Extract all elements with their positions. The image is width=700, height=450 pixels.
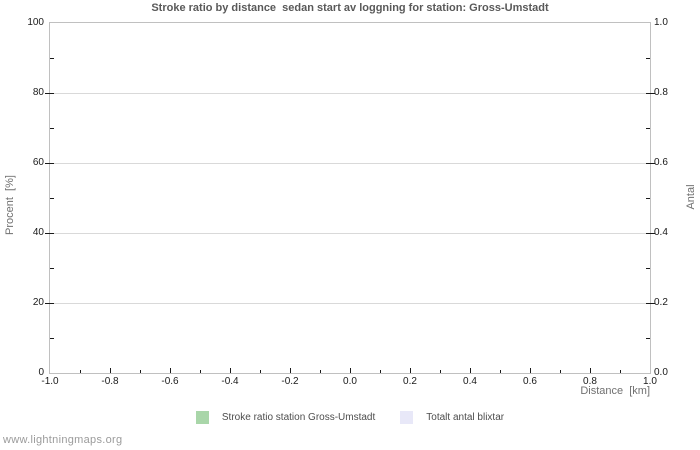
tick-label-bottom: 0.2 bbox=[403, 376, 417, 387]
tick-label-bottom: -1.0 bbox=[41, 376, 59, 387]
tick-bottom-major bbox=[590, 368, 591, 373]
tick-bottom-major bbox=[170, 368, 171, 373]
legend-label-stroke-ratio: Stroke ratio station Gross-Umstadt bbox=[221, 411, 376, 423]
legend-swatch-stroke-ratio bbox=[195, 410, 209, 424]
tick-bottom-minor bbox=[320, 370, 321, 373]
tick-right-minor bbox=[646, 58, 650, 59]
tick-label-left: 20 bbox=[32, 297, 44, 308]
tick-right-major bbox=[646, 303, 655, 304]
gridline-y-60 bbox=[50, 163, 650, 164]
tick-label-left: 60 bbox=[32, 157, 44, 168]
tick-left-major bbox=[45, 163, 54, 164]
tick-label-left: 40 bbox=[32, 227, 44, 238]
tick-bottom-minor bbox=[620, 370, 621, 373]
legend-swatch-total-strokes bbox=[400, 410, 414, 424]
tick-right-minor bbox=[646, 268, 650, 269]
tick-label-bottom: -0.8 bbox=[101, 376, 119, 387]
tick-bottom-major bbox=[110, 368, 111, 373]
tick-right-minor bbox=[646, 128, 650, 129]
tick-left-minor bbox=[50, 338, 54, 339]
tick-bottom-major bbox=[290, 368, 291, 373]
tick-bottom-minor bbox=[260, 370, 261, 373]
tick-label-right: 0.6 bbox=[654, 157, 668, 168]
tick-label-bottom: 0.8 bbox=[583, 376, 597, 387]
tick-left-minor bbox=[50, 198, 54, 199]
legend-label-total-strokes: Totalt antal blixtar bbox=[426, 411, 505, 423]
tick-left-major bbox=[45, 93, 54, 94]
tick-left-minor bbox=[50, 128, 54, 129]
tick-bottom-minor bbox=[560, 370, 561, 373]
tick-bottom-major bbox=[410, 368, 411, 373]
y-axis-right-title: Antal bbox=[685, 184, 697, 210]
tick-bottom-minor bbox=[380, 370, 381, 373]
tick-left-major bbox=[45, 233, 54, 234]
tick-right-major bbox=[646, 93, 655, 94]
tick-label-bottom: 0.4 bbox=[463, 376, 477, 387]
legend: Stroke ratio station Gross-Umstadt Total… bbox=[0, 409, 700, 425]
gridline-y-20 bbox=[50, 303, 650, 304]
watermark-url: www.lightningmaps.org bbox=[3, 434, 123, 446]
tick-label-left: 0 bbox=[38, 367, 44, 378]
tick-label-right: 0.2 bbox=[654, 297, 668, 308]
tick-bottom-major bbox=[530, 368, 531, 373]
tick-label-bottom: 0.6 bbox=[523, 376, 537, 387]
tick-right-major bbox=[646, 163, 655, 164]
tick-bottom-minor bbox=[200, 370, 201, 373]
tick-label-bottom: 1.0 bbox=[643, 376, 657, 387]
tick-label-right: 0.8 bbox=[654, 87, 668, 98]
tick-bottom-minor bbox=[440, 370, 441, 373]
plot-area bbox=[49, 22, 651, 374]
tick-label-right: 1.0 bbox=[654, 17, 668, 28]
x-axis-title: Distance [km] bbox=[580, 385, 650, 397]
tick-label-left: 100 bbox=[27, 17, 44, 28]
tick-left-major bbox=[45, 303, 54, 304]
tick-bottom-minor bbox=[500, 370, 501, 373]
tick-left-minor bbox=[50, 58, 54, 59]
tick-label-bottom: -0.6 bbox=[161, 376, 179, 387]
tick-left-minor bbox=[50, 268, 54, 269]
y-axis-left-title: Procent [%] bbox=[4, 175, 16, 235]
tick-bottom-major bbox=[470, 368, 471, 373]
gridline-y-40 bbox=[50, 233, 650, 234]
tick-right-major bbox=[646, 233, 655, 234]
tick-label-bottom: -0.2 bbox=[281, 376, 299, 387]
tick-label-bottom: -0.4 bbox=[221, 376, 239, 387]
tick-label-left: 80 bbox=[32, 87, 44, 98]
tick-label-bottom: 0.0 bbox=[343, 376, 357, 387]
gridline-y-80 bbox=[50, 93, 650, 94]
legend-item-stroke-ratio: Stroke ratio station Gross-Umstadt bbox=[195, 410, 376, 424]
tick-bottom-minor bbox=[80, 370, 81, 373]
legend-item-total-strokes: Totalt antal blixtar bbox=[400, 410, 505, 424]
chart-title: Stroke ratio by distance sedan start av … bbox=[151, 2, 549, 14]
tick-bottom-major bbox=[350, 368, 351, 373]
tick-right-minor bbox=[646, 338, 650, 339]
tick-label-right: 0.0 bbox=[654, 367, 668, 378]
tick-right-minor bbox=[646, 198, 650, 199]
tick-bottom-major bbox=[230, 368, 231, 373]
tick-label-right: 0.4 bbox=[654, 227, 668, 238]
tick-bottom-minor bbox=[140, 370, 141, 373]
